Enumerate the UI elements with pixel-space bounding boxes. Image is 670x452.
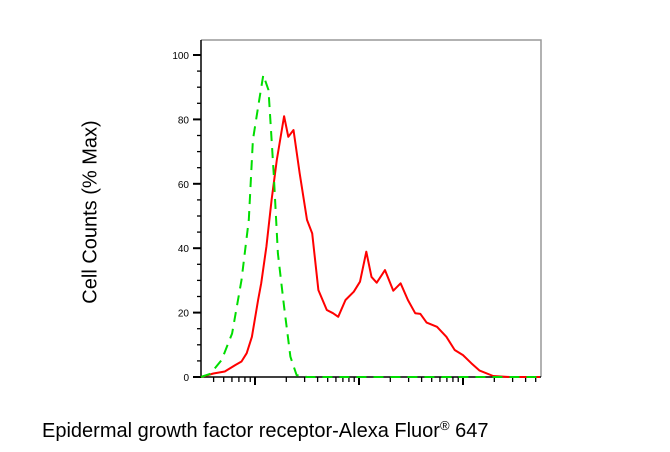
x-axis-label-main: Epidermal growth factor receptor-Alexa F… (42, 420, 440, 442)
y-axis-label: Cell Counts (% Max) (79, 120, 102, 304)
y-tick-label: 20 (178, 309, 190, 320)
x-axis-label: Epidermal growth factor receptor-Alexa F… (42, 418, 488, 443)
y-tick-label: 40 (178, 244, 190, 255)
y-tick-label: 80 (178, 115, 190, 126)
x-axis-label-tail: 647 (449, 420, 489, 442)
y-tick-label: 0 (183, 373, 189, 384)
sample-histogram-line (200, 115, 540, 378)
y-tick-label: 100 (172, 51, 189, 62)
y-tick-label: 60 (178, 180, 190, 191)
registered-mark: ® (439, 418, 450, 433)
plot-frame (201, 39, 542, 377)
